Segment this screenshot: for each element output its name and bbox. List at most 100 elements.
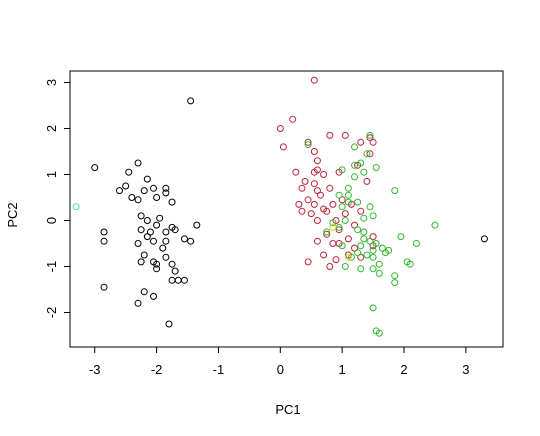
x-tick-label: -2: [151, 362, 163, 377]
x-axis-label: PC1: [275, 402, 300, 417]
data-point: [292, 168, 300, 176]
data-point: [366, 237, 374, 245]
y-tick-label: -1: [44, 261, 59, 273]
data-point: [381, 249, 389, 257]
data-point: [369, 304, 377, 312]
data-point: [180, 235, 188, 243]
data-point: [375, 269, 383, 277]
data-point: [137, 226, 145, 234]
data-point: [329, 200, 337, 208]
data-point: [332, 256, 340, 264]
axes: -3 -2 -1 0 1 2 3 -2 -1 0 1 2 3: [44, 70, 504, 377]
data-point: [310, 76, 318, 84]
data-point: [354, 249, 362, 257]
data-point: [162, 228, 170, 236]
data-point: [134, 159, 142, 167]
data-point: [298, 184, 306, 192]
data-point: [354, 198, 362, 206]
data-point: [406, 260, 414, 268]
data-point: [338, 203, 346, 211]
data-point: [360, 214, 368, 222]
x-tick-label: -1: [213, 362, 225, 377]
data-point: [187, 237, 195, 245]
data-point: [344, 253, 352, 261]
data-point: [156, 214, 164, 222]
data-point: [320, 251, 328, 259]
x-tick-label: 1: [339, 362, 346, 377]
data-point: [100, 283, 108, 291]
data-point: [335, 226, 343, 234]
y-axis-label: PC2: [5, 202, 20, 227]
data-point: [304, 141, 312, 149]
data-point: [153, 194, 161, 201]
data-point: [165, 320, 173, 328]
data-point: [313, 157, 321, 165]
data-point: [310, 168, 318, 176]
data-point: [351, 161, 359, 169]
data-point: [347, 253, 355, 261]
data-point: [397, 233, 405, 241]
data-point: [304, 258, 312, 266]
data-point: [326, 131, 334, 139]
data-point: [360, 235, 368, 243]
data-point: [162, 189, 170, 197]
data-point: [125, 168, 133, 176]
data-point: [143, 217, 151, 224]
data-point: [143, 175, 151, 183]
data-point: [412, 240, 420, 247]
data-point: [295, 200, 303, 208]
y-tick-label: 2: [44, 125, 59, 132]
data-point: [366, 150, 374, 158]
data-point: [307, 210, 315, 218]
data-point: [304, 196, 312, 204]
x-tick-label: 0: [277, 362, 284, 377]
data-point: [357, 159, 365, 167]
data-point: [351, 143, 359, 151]
data-point: [341, 217, 349, 224]
data-point: [298, 207, 306, 215]
data-point: [153, 260, 161, 268]
data-point: [366, 131, 374, 139]
x-tick-label: 2: [400, 362, 407, 377]
data-point: [344, 198, 352, 206]
data-point: [357, 207, 365, 215]
data-point: [310, 200, 318, 208]
data-point: [122, 182, 130, 190]
data-point: [162, 253, 170, 261]
data-point: [100, 228, 108, 236]
data-point: [357, 242, 365, 250]
data-point: [366, 203, 374, 211]
data-point: [369, 138, 377, 146]
data-point: [279, 143, 287, 151]
data-point: [137, 258, 145, 266]
data-points: [72, 76, 488, 337]
data-point: [369, 246, 377, 254]
data-point: [301, 177, 309, 185]
data-point: [150, 237, 158, 245]
data-point: [357, 265, 365, 273]
data-point: [134, 299, 142, 307]
data-point: [344, 191, 352, 199]
data-point: [72, 203, 80, 211]
data-point: [168, 198, 176, 206]
data-point: [140, 187, 148, 195]
data-point: [317, 191, 325, 199]
data-point: [326, 263, 334, 270]
data-point: [134, 196, 142, 204]
data-point: [335, 191, 343, 199]
data-point: [369, 253, 377, 261]
data-point: [369, 212, 377, 220]
data-point: [375, 260, 383, 268]
data-point: [115, 187, 123, 195]
data-point: [140, 251, 148, 259]
data-point: [363, 177, 371, 185]
x-tick-label: -3: [89, 362, 101, 377]
data-point: [323, 228, 331, 236]
data-point: [344, 184, 352, 192]
data-point: [363, 150, 371, 158]
data-point: [329, 219, 337, 227]
data-point: [360, 228, 368, 236]
data-point: [320, 171, 328, 178]
